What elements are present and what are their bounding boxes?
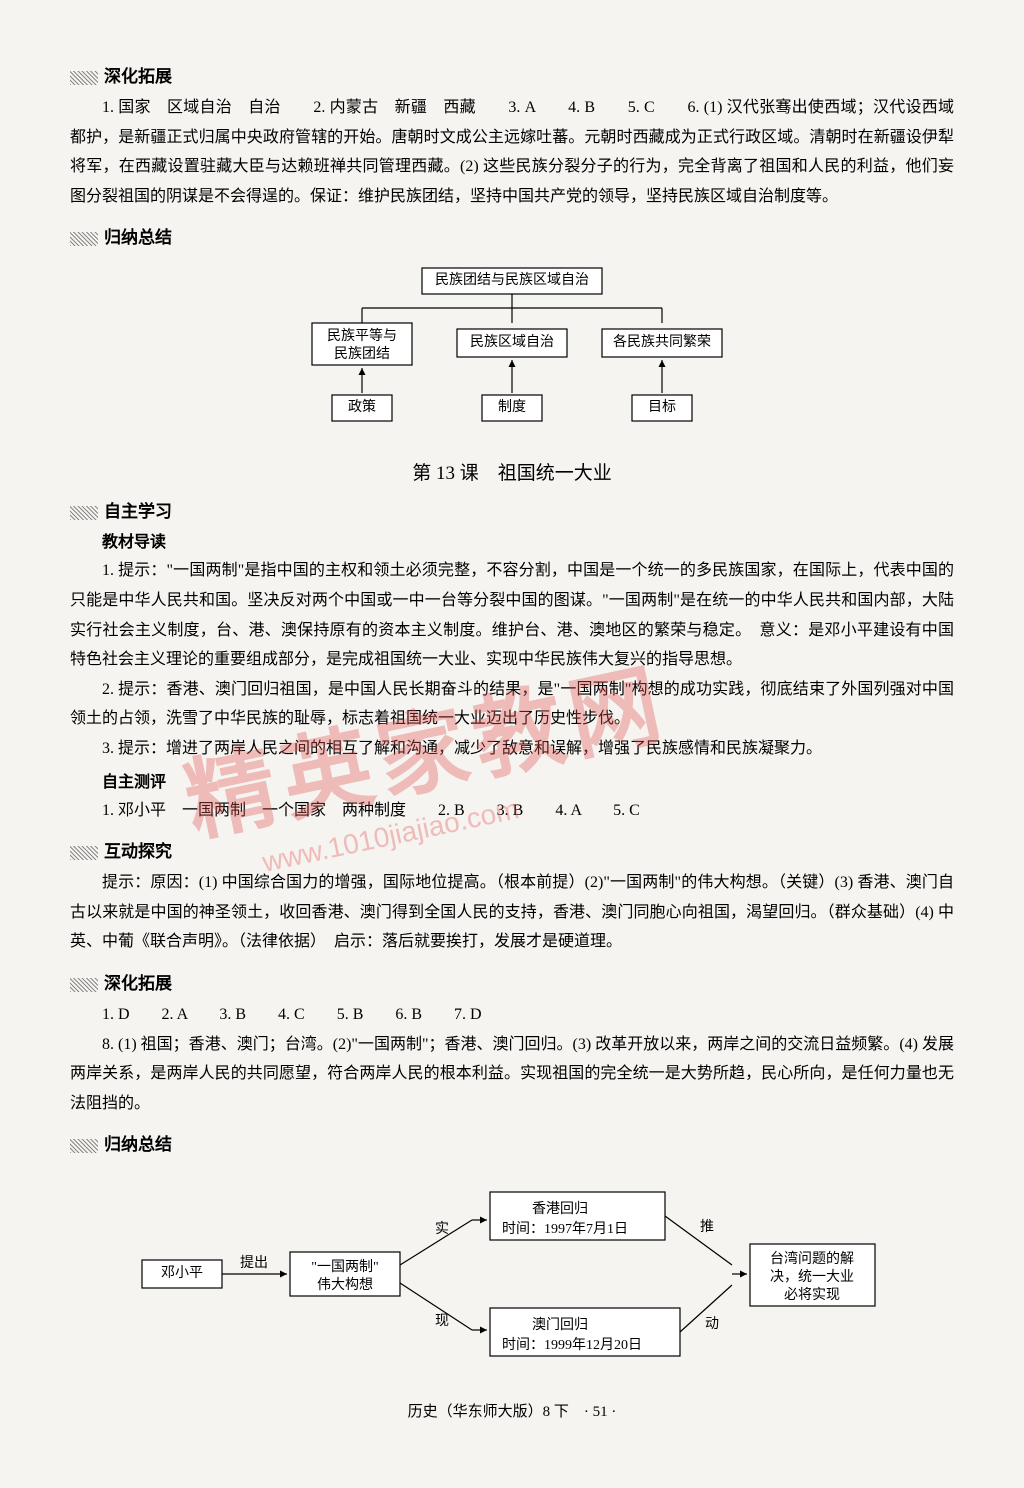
sub-title-2: 自主测评	[102, 768, 954, 792]
lesson-title: 第 13 课 祖国统一大业	[70, 458, 954, 485]
section-title-3: 自主学习	[70, 497, 954, 522]
page-footer: 历史（华东师大版）8 下 · 51 ·	[70, 1400, 954, 1421]
d1-m0a: 民族平等与	[327, 328, 397, 345]
d1-m0b: 民族团结	[334, 347, 390, 363]
title-text: 深化拓展	[104, 67, 172, 86]
title-text: 归纳总结	[104, 1135, 172, 1154]
hatch-icon	[70, 71, 98, 85]
d2-n2b: 伟大构想	[317, 1278, 373, 1294]
title-text: 自主学习	[104, 502, 172, 521]
d1-m1: 民族区域自治	[470, 335, 554, 351]
diagram-2: 邓小平 提出 "一国两制" 伟大构想 实 现 香港回归 时间：1997年7月1日…	[70, 1170, 954, 1380]
d1-m2: 各民族共同繁荣	[613, 335, 711, 351]
section-title-5: 深化拓展	[70, 969, 954, 994]
d1-b2: 目标	[648, 400, 676, 416]
section-title-4: 互动探究	[70, 837, 954, 862]
body-s3-p1: 1. 提示："一国两制"是指中国的主权和领土必须完整，不容分割，中国是一个统一的…	[70, 556, 954, 674]
body-s4: 提示：原因：(1) 中国综合国力的增强，国际地位提高。（根本前提）(2)"一国两…	[70, 868, 954, 957]
body-s1: 1. 国家 区域自治 自治 2. 内蒙古 新疆 西藏 3. A 4. B 5. …	[70, 93, 954, 211]
d1-b0: 政策	[348, 399, 376, 416]
diagram1-svg: 民族团结与民族区域自治 民族平等与 民族团结 民族区域自治 各民族共同繁荣 政策…	[282, 263, 742, 433]
section-title-2: 归纳总结	[70, 223, 954, 248]
body-s3-p3: 3. 提示：增进了两岸人民之间的相互了解和沟通，减少了敌意和误解，增强了民族感情…	[70, 734, 954, 764]
hatch-icon	[70, 978, 98, 992]
d2-e1: 提出	[240, 1256, 268, 1272]
title-text: 互动探究	[104, 842, 172, 861]
d2-n4c: 必将实现	[784, 1288, 840, 1304]
d2-e2a: 实	[435, 1222, 449, 1238]
body-s5-p1: 1. D 2. A 3. B 4. C 5. B 6. B 7. D	[70, 1000, 954, 1030]
d2-n3a1: 香港回归	[532, 1201, 588, 1218]
d2-e2b: 现	[435, 1315, 449, 1330]
d2-n3a2: 时间：1997年7月1日	[502, 1222, 628, 1238]
d2-n1: 邓小平	[161, 1266, 203, 1282]
diagram-1: 民族团结与民族区域自治 民族平等与 民族团结 民族区域自治 各民族共同繁荣 政策…	[70, 263, 954, 433]
body-s5-p2: 8. (1) 祖国；香港、澳门；台湾。(2)"一国两制"；香港、澳门回归。(3)…	[70, 1030, 954, 1119]
sub-title-1: 教材导读	[102, 528, 954, 552]
d2-n2a: "一国两制"	[311, 1260, 378, 1276]
hatch-icon	[70, 846, 98, 860]
title-text: 归纳总结	[104, 228, 172, 247]
d1-top: 民族团结与民族区域自治	[435, 273, 589, 289]
d2-e3a: 推	[700, 1220, 714, 1236]
d2-n3b2: 时间：1999年12月20日	[502, 1338, 642, 1354]
hatch-icon	[70, 506, 98, 520]
section-title-1: 深化拓展	[70, 62, 954, 87]
title-text: 深化拓展	[104, 974, 172, 993]
hatch-icon	[70, 232, 98, 246]
section-title-6: 归纳总结	[70, 1130, 954, 1155]
d1-b1: 制度	[498, 400, 526, 416]
d2-n3b1: 澳门回归	[532, 1317, 588, 1334]
d2-n4a: 台湾问题的解	[770, 1251, 854, 1268]
body-s3-p2: 2. 提示：香港、澳门回归祖国，是中国人民长期奋斗的结果，是"一国两制"构想的成…	[70, 675, 954, 734]
diagram2-svg: 邓小平 提出 "一国两制" 伟大构想 实 现 香港回归 时间：1997年7月1日…	[132, 1170, 892, 1380]
hatch-icon	[70, 1139, 98, 1153]
d2-n4b: 决，统一大业	[770, 1270, 854, 1286]
body-s3-p4: 1. 邓小平 一国两制 一个国家 两种制度 2. B 3. B 4. A 5. …	[70, 796, 954, 826]
d2-e3b: 动	[705, 1317, 719, 1333]
